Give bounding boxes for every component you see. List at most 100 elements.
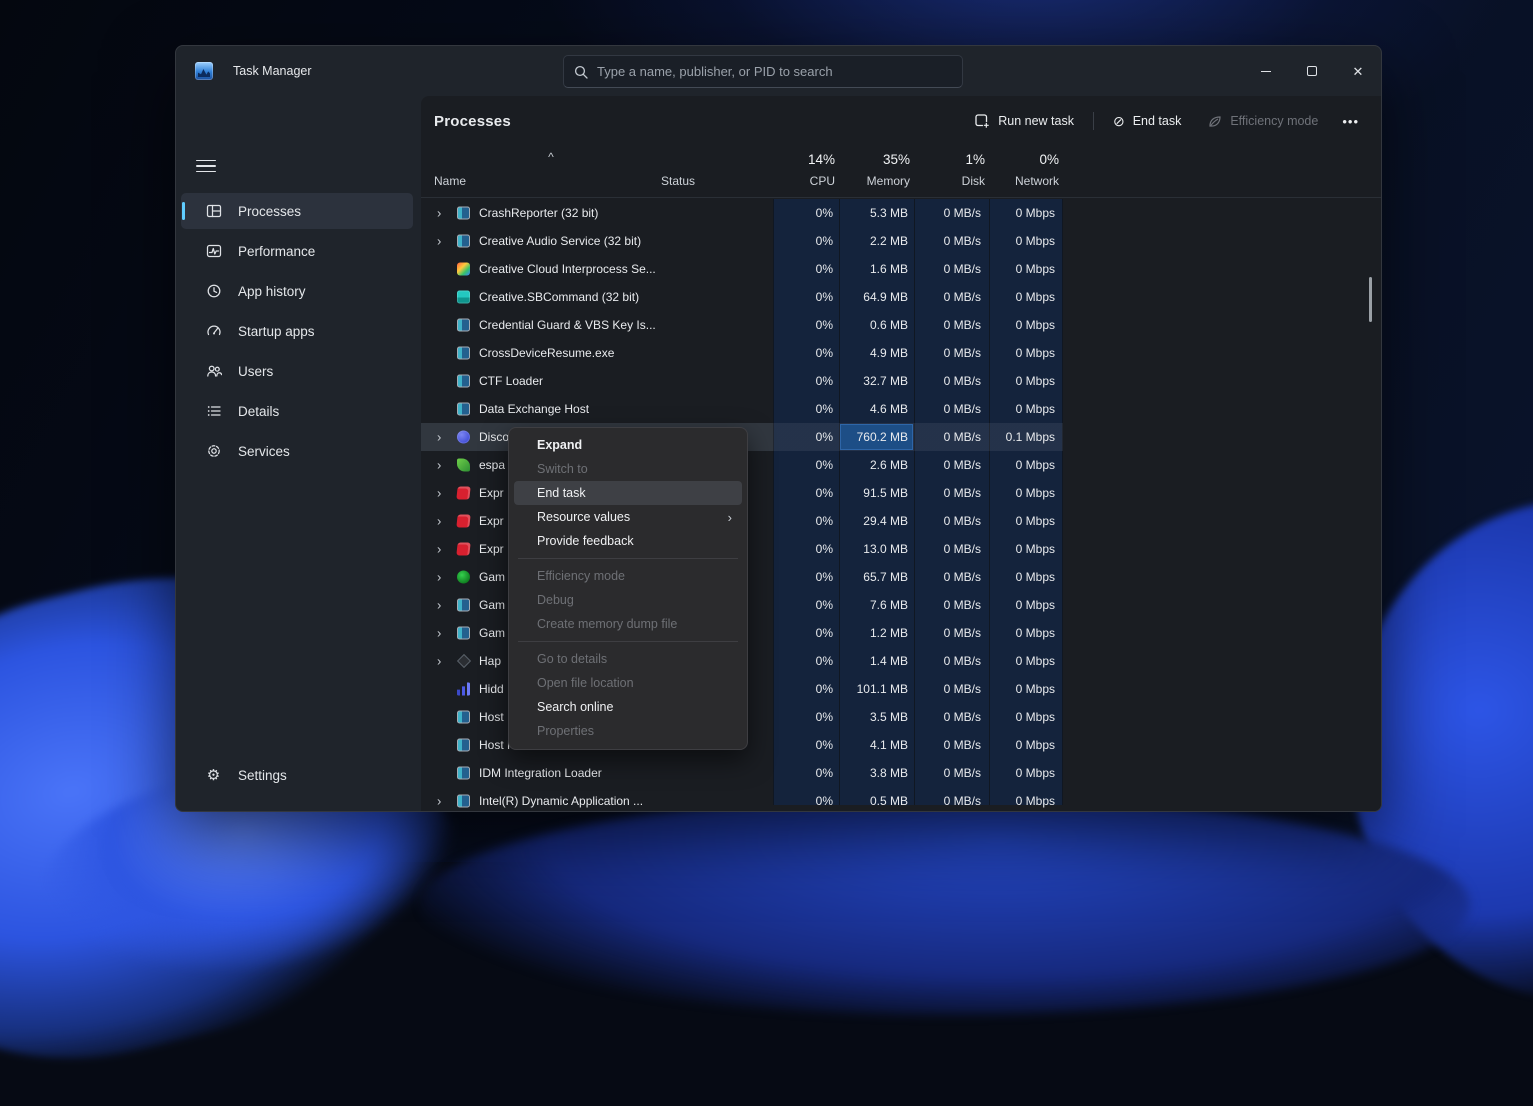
- expand-chevron-icon[interactable]: ›: [437, 571, 449, 584]
- menu-item-label: Debug: [537, 593, 574, 607]
- more-options-button[interactable]: •••: [1334, 109, 1367, 134]
- expand-chevron-icon[interactable]: ›: [437, 235, 449, 248]
- process-name: Data Exchange Host: [479, 402, 589, 416]
- memory-cell: 4.6 MB: [841, 402, 908, 416]
- cpu-cell: 0%: [773, 570, 833, 584]
- expand-chevron-icon[interactable]: ›: [437, 487, 449, 500]
- expand-chevron-icon[interactable]: ›: [437, 543, 449, 556]
- minimize-icon: [1261, 71, 1271, 72]
- disk-cell: 0 MB/s: [916, 374, 981, 388]
- column-header-memory[interactable]: Memory: [841, 174, 910, 188]
- efficiency-mode-button[interactable]: Efficiency mode: [1197, 109, 1328, 134]
- process-row[interactable]: › Creative.SBCommand (32 bit) 0% 64.9 MB…: [421, 283, 1381, 311]
- memory-cell: 4.1 MB: [841, 738, 908, 752]
- process-name: Gam: [479, 598, 505, 612]
- sidebar-item-label: Settings: [238, 768, 287, 783]
- process-row[interactable]: › Credential Guard & VBS Key Is... 0% 0.…: [421, 311, 1381, 339]
- search-box[interactable]: [563, 55, 963, 88]
- process-row[interactable]: › CTF Loader 0% 32.7 MB 0 MB/s 0 Mbps: [421, 367, 1381, 395]
- process-row[interactable]: › Creative Audio Service (32 bit) 0% 2.2…: [421, 227, 1381, 255]
- sidebar-item-app-history[interactable]: App history: [181, 273, 413, 309]
- memory-cell: 760.2 MB: [841, 430, 908, 444]
- expand-chevron-icon[interactable]: ›: [437, 515, 449, 528]
- sidebar-item-processes[interactable]: Processes: [181, 193, 413, 229]
- disk-cell: 0 MB/s: [916, 570, 981, 584]
- sidebar-item-services[interactable]: Services: [181, 433, 413, 469]
- sidebar-item-performance[interactable]: Performance: [181, 233, 413, 269]
- process-row[interactable]: › CrossDeviceResume.exe 0% 4.9 MB 0 MB/s…: [421, 339, 1381, 367]
- column-header-network[interactable]: Network: [991, 174, 1059, 188]
- menu-item-switch-to[interactable]: Switch to: [514, 457, 742, 481]
- process-row[interactable]: › Data Exchange Host 0% 4.6 MB 0 MB/s 0 …: [421, 395, 1381, 423]
- menu-item-search-online[interactable]: Search online: [514, 695, 742, 719]
- column-header-status[interactable]: Status: [661, 174, 695, 188]
- column-header-name[interactable]: Name: [434, 174, 466, 188]
- memory-cell: 29.4 MB: [841, 514, 908, 528]
- disk-cell: 0 MB/s: [916, 346, 981, 360]
- menu-item-create-memory-dump-file[interactable]: Create memory dump file: [514, 612, 742, 636]
- run-new-task-button[interactable]: Run new task: [965, 109, 1084, 134]
- sidebar-item-users[interactable]: Users: [181, 353, 413, 389]
- process-name: Creative.SBCommand (32 bit): [479, 290, 639, 304]
- expand-chevron-icon[interactable]: ›: [437, 207, 449, 220]
- process-row[interactable]: › IDM Integration Loader 0% 3.8 MB 0 MB/…: [421, 759, 1381, 787]
- process-icon: [457, 739, 470, 752]
- process-icon: [457, 263, 470, 276]
- minimize-button[interactable]: [1243, 46, 1289, 96]
- menu-item-expand[interactable]: Expand: [514, 433, 742, 457]
- process-icon: [457, 683, 470, 696]
- menu-item-end-task[interactable]: End task: [514, 481, 742, 505]
- process-row[interactable]: › Creative Cloud Interprocess Se... 0% 1…: [421, 255, 1381, 283]
- wallpaper-bloom: [420, 795, 1470, 1015]
- process-name: Gam: [479, 570, 505, 584]
- process-row[interactable]: › CrashReporter (32 bit) 0% 5.3 MB 0 MB/…: [421, 199, 1381, 227]
- sidebar-item-startup-apps[interactable]: Startup apps: [181, 313, 413, 349]
- sidebar-item-label: App history: [238, 284, 306, 299]
- column-header-cpu[interactable]: CPU: [773, 174, 835, 188]
- close-button[interactable]: ✕: [1335, 46, 1381, 96]
- cpu-cell: 0%: [773, 318, 833, 332]
- menu-item-debug[interactable]: Debug: [514, 588, 742, 612]
- sidebar-item-label: Services: [238, 444, 290, 459]
- expand-chevron-icon[interactable]: ›: [437, 655, 449, 668]
- expand-chevron-icon[interactable]: ›: [437, 459, 449, 472]
- disk-cell: 0 MB/s: [916, 626, 981, 640]
- titlebar[interactable]: Task Manager ✕: [176, 46, 1381, 96]
- menu-item-resource-values[interactable]: Resource values ›: [514, 505, 742, 529]
- window-title: Task Manager: [233, 64, 312, 78]
- sidebar: Processes Performance App history Startu…: [176, 141, 421, 811]
- menu-item-open-file-location[interactable]: Open file location: [514, 671, 742, 695]
- menu-item-provide-feedback[interactable]: Provide feedback: [514, 529, 742, 553]
- expand-chevron-icon[interactable]: ›: [437, 599, 449, 612]
- network-cell: 0 Mbps: [991, 570, 1055, 584]
- expand-chevron-icon[interactable]: ›: [437, 627, 449, 640]
- page-title: Processes: [434, 113, 511, 130]
- sidebar-item-label: Processes: [238, 204, 301, 219]
- expand-chevron-icon[interactable]: ›: [437, 795, 449, 808]
- search-input[interactable]: [597, 64, 952, 79]
- column-header-disk[interactable]: Disk: [916, 174, 985, 188]
- disk-cell: 0 MB/s: [916, 682, 981, 696]
- disk-cell: 0 MB/s: [916, 290, 981, 304]
- sort-ascending-icon[interactable]: ^: [539, 150, 563, 164]
- memory-cell: 13.0 MB: [841, 542, 908, 556]
- end-task-button[interactable]: ⊘ End task: [1103, 109, 1191, 133]
- sidebar-item-details[interactable]: Details: [181, 393, 413, 429]
- maximize-button[interactable]: [1289, 46, 1335, 96]
- process-name: espa: [479, 458, 505, 472]
- vertical-scrollbar[interactable]: [1369, 277, 1372, 322]
- menu-item-properties[interactable]: Properties: [514, 719, 742, 743]
- process-row[interactable]: › Intel(R) Dynamic Application ... 0% 0.…: [421, 787, 1381, 811]
- cpu-cell: 0%: [773, 710, 833, 724]
- menu-item-label: Create memory dump file: [537, 617, 677, 631]
- menu-item-efficiency-mode[interactable]: Efficiency mode: [514, 564, 742, 588]
- expand-chevron-icon[interactable]: ›: [437, 431, 449, 444]
- process-icon: [457, 571, 470, 584]
- cpu-cell: 0%: [773, 486, 833, 500]
- cpu-cell: 0%: [773, 374, 833, 388]
- sidebar-item-label: Details: [238, 404, 279, 419]
- process-name: Expr: [479, 486, 504, 500]
- menu-item-go-to-details[interactable]: Go to details: [514, 647, 742, 671]
- sidebar-item-settings[interactable]: ⚙ Settings: [181, 757, 413, 793]
- memory-cell: 5.3 MB: [841, 206, 908, 220]
